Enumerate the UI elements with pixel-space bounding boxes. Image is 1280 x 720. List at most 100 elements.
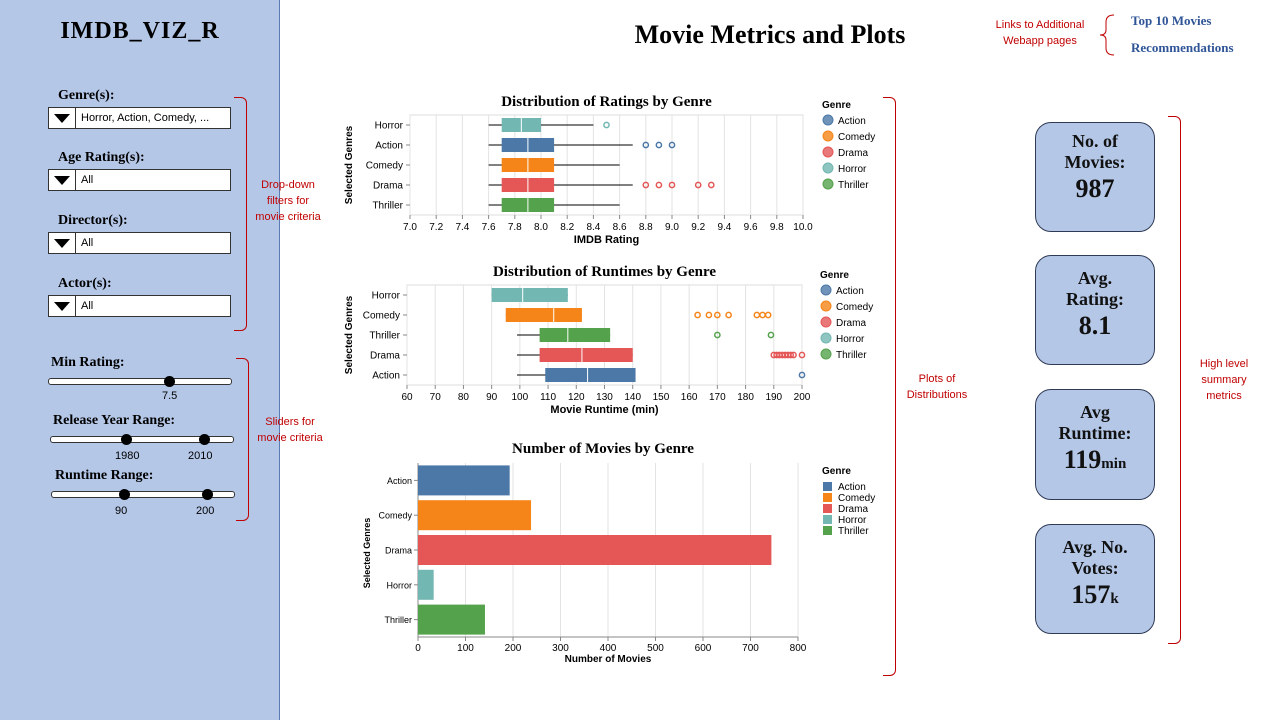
links-annotation: Links to Additional Webapp pages [995,19,1085,47]
x-tick-label: 100 [512,392,529,403]
metric-rating-label-2: Rating: [1066,289,1124,309]
y-tick-label: Thriller [369,331,400,342]
outlier-point [707,181,715,189]
outlier-point [798,371,806,379]
director-filter-label: Director(s): [58,213,128,228]
x-tick-label: 600 [695,643,712,654]
chart-title: Distribution of Runtimes by Genre [493,264,716,280]
outlier-point [655,141,663,149]
release-year-slider[interactable] [50,434,234,445]
x-tick-label: 400 [600,643,617,654]
legend-label: Action [836,286,864,297]
x-axis-label: Number of Movies [565,654,652,665]
dropdown-annotation-bracket [234,97,247,331]
x-tick-label: 110 [540,392,556,403]
runtime-range-slider[interactable] [51,489,235,500]
runtime-range-label: Runtime Range: [55,468,154,483]
legend-title: Genre [820,270,849,281]
y-tick-label: Action [372,371,400,382]
x-tick-label: 170 [709,392,726,403]
recommendations-link[interactable]: Recommendations [1131,40,1234,55]
runtime-high-handle[interactable] [201,489,213,500]
x-tick-label: 7.8 [508,222,522,233]
y-tick-label: Horror [386,580,412,590]
box-iqr [545,368,636,382]
legend-swatch [823,493,832,502]
x-axis-label: IMDB Rating [574,234,639,246]
legend-swatch [820,316,832,328]
top-10-movies-link[interactable]: Top 10 Movies [1131,13,1212,28]
chevron-down-icon[interactable] [49,170,76,190]
legend-swatch [822,114,834,126]
chevron-down-icon[interactable] [49,233,76,253]
metric-rating-label-1: Avg. [1077,268,1113,288]
bar [418,535,772,565]
x-tick-label: 9.2 [691,222,705,233]
metric-runtime-value: 119 [1063,445,1102,474]
legend-label: Action [838,116,866,127]
outlier-point [694,181,702,189]
x-tick-label: 90 [486,392,498,403]
genre-filter-label: Genre(s): [58,88,115,103]
metric-votes-value: 157 [1071,580,1111,609]
slider-annotation-bracket [236,358,249,521]
x-axis-label: Movie Runtime (min) [550,404,659,416]
x-tick-label: 9.6 [744,222,758,233]
x-tick-label: 180 [737,392,754,403]
chevron-down-icon[interactable] [49,296,76,316]
min-rating-slider[interactable] [48,376,232,387]
director-dropdown-value: All [81,237,94,249]
ratings-boxplot-chart: Distribution of Ratings by Genre 7.0 7.2 7.… [344,94,875,246]
legend-swatch [820,300,832,312]
x-tick-label: 130 [596,392,613,403]
legend-label: Action [838,482,866,493]
release-year-high-value: 2010 [188,450,213,462]
genre-dropdown[interactable]: Horror, Action, Comedy, ... [48,107,231,129]
age-rating-dropdown-value: All [81,174,94,186]
x-tick-label: 190 [765,392,782,403]
outlier-point [603,121,610,129]
director-dropdown[interactable]: All [48,232,231,254]
legend-swatch [822,130,834,142]
outlier-point [642,181,650,189]
metric-votes-value-line: 157k [1036,579,1154,615]
x-tick-label: 300 [552,643,569,654]
release-year-high-handle[interactable] [198,434,210,445]
x-tick-label: 7.4 [455,222,469,233]
chevron-down-icon[interactable] [49,108,76,128]
movies-count-bar-chart: Number of Movies by Genre 0 100 200 300 400 50… [362,441,875,665]
x-tick-label: 100 [457,643,474,654]
links-annotation-brace [1099,14,1115,56]
legend-label: Horror [836,334,865,345]
outlier-point [753,311,761,319]
actor-filter-label: Actor(s): [58,276,112,291]
legend-label: Drama [836,318,866,329]
age-rating-dropdown[interactable]: All [48,169,231,191]
x-tick-label: 0 [415,643,421,654]
metric-runtime-unit: min [1101,456,1127,472]
outlier-point [790,351,797,359]
y-tick-label: Action [387,476,412,486]
y-tick-label: Comedy [378,511,412,521]
x-tick-label: 160 [681,392,698,403]
box-iqr [539,348,633,362]
actor-dropdown-value: All [81,300,94,312]
y-tick-label: Thriller [372,201,403,212]
actor-dropdown[interactable]: All [48,295,231,317]
runtime-low-handle[interactable] [118,489,130,500]
legend-title: Genre [822,100,851,111]
release-year-low-handle[interactable] [121,434,133,445]
box-iqr [491,288,568,302]
x-tick-label: 60 [401,392,413,403]
y-tick-label: Drama [370,351,400,362]
release-year-low-value: 1980 [115,450,140,462]
legend-swatch [822,178,834,190]
legend-swatch [822,162,834,174]
legend-title: Genre [822,466,851,477]
sidebar: IMDB_VIZ_R Genre(s): Horror, Action, Com… [0,0,280,720]
x-tick-label: 7.6 [482,222,496,233]
outlier-point [787,351,795,359]
age-rating-filter-label: Age Rating(s): [58,150,145,165]
legend-label: Comedy [836,302,873,313]
min-rating-slider-handle[interactable] [163,376,175,387]
